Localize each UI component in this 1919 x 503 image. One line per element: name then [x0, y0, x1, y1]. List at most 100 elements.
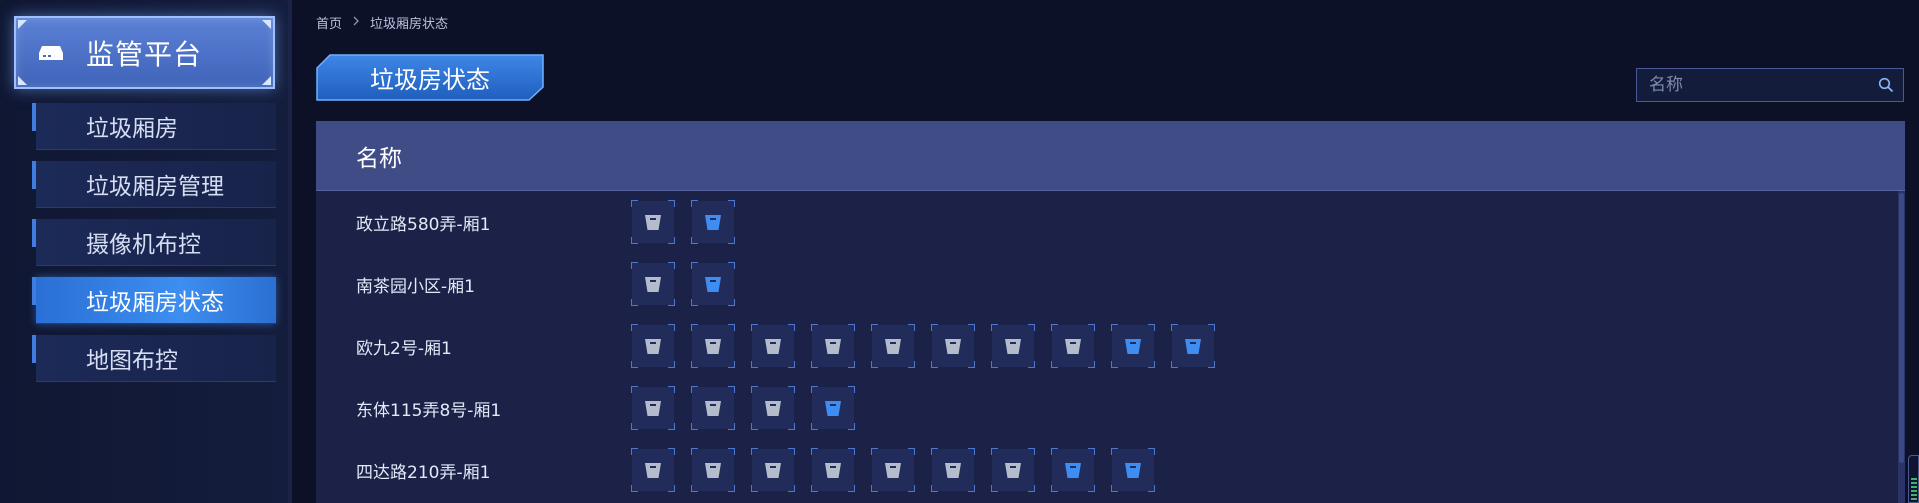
trash-bin-icon: [703, 336, 723, 356]
bin-corner-marker: [1148, 448, 1155, 455]
row-bins: [631, 262, 735, 306]
bin-status-button[interactable]: [751, 448, 795, 492]
bin-status-button[interactable]: [811, 324, 855, 368]
status-table: 名称 政立路580弄-厢1 南茶园小区-厢1 欧九2号-厢1 东体115弄8号-厢1 四…: [316, 121, 1905, 503]
row-name: 欧九2号-厢1: [356, 338, 452, 359]
bin-status-button[interactable]: [631, 448, 675, 492]
bin-status-button[interactable]: [631, 386, 675, 430]
bin-corner-marker: [1088, 361, 1095, 368]
bin-corner-marker: [1111, 361, 1118, 368]
bin-status-button[interactable]: [1051, 324, 1095, 368]
table-row: 东体115弄8号-厢1: [316, 377, 1905, 439]
bin-status-button[interactable]: [631, 324, 675, 368]
bin-corner-marker: [691, 423, 698, 430]
bin-corner-marker: [848, 361, 855, 368]
bin-corner-marker: [1051, 448, 1058, 455]
trash-bin-icon: [1183, 336, 1203, 356]
search-icon[interactable]: [1873, 72, 1899, 98]
bin-corner-marker: [631, 423, 638, 430]
bin-corner-marker: [1171, 324, 1178, 331]
page-title-tab-shape: [316, 54, 544, 101]
row-bins: [631, 200, 735, 244]
bin-corner-marker: [811, 361, 818, 368]
bin-status-button[interactable]: [811, 448, 855, 492]
table-scrollbar[interactable]: [1898, 191, 1905, 503]
bin-corner-marker: [1171, 361, 1178, 368]
row-bins: [631, 324, 1215, 368]
bin-status-button[interactable]: [871, 448, 915, 492]
bin-status-button[interactable]: [991, 448, 1035, 492]
table-header: 名称: [316, 121, 1905, 191]
sidebar-item-4[interactable]: 地图布控: [32, 335, 276, 382]
column-header-name: 名称: [356, 145, 402, 172]
sidebar-item-0[interactable]: 垃圾厢房: [32, 103, 276, 150]
bin-corner-marker: [1088, 324, 1095, 331]
bin-corner-marker: [788, 485, 795, 492]
bin-status-button[interactable]: [871, 324, 915, 368]
bin-corner-marker: [1111, 485, 1118, 492]
bin-corner-marker: [811, 423, 818, 430]
row-name: 南茶园小区-厢1: [356, 276, 475, 297]
bin-corner-marker: [1051, 324, 1058, 331]
bin-status-button[interactable]: [751, 386, 795, 430]
sidebar-item-3[interactable]: 垃圾厢房状态: [32, 277, 276, 324]
bin-corner-marker: [1208, 324, 1215, 331]
breadcrumb-home[interactable]: 首页: [316, 17, 343, 32]
trash-bin-icon: [703, 460, 723, 480]
trash-bin-icon: [1063, 460, 1083, 480]
bin-corner-marker: [1111, 324, 1118, 331]
bin-corner-marker: [968, 448, 975, 455]
bin-corner-marker: [668, 299, 675, 306]
bin-corner-marker: [1148, 324, 1155, 331]
bin-status-button[interactable]: [631, 262, 675, 306]
bin-status-button[interactable]: [691, 386, 735, 430]
bin-corner-marker: [968, 485, 975, 492]
bin-status-button[interactable]: [931, 324, 975, 368]
bin-corner-marker: [1028, 361, 1035, 368]
bin-status-button[interactable]: [691, 200, 735, 244]
bin-corner-marker: [931, 324, 938, 331]
chevron-right-icon: [352, 15, 360, 30]
bin-corner-marker: [811, 324, 818, 331]
bin-status-button[interactable]: [1051, 448, 1095, 492]
bin-status-button[interactable]: [691, 262, 735, 306]
breadcrumb-current: 垃圾厢房状态: [370, 17, 449, 32]
bin-corner-marker: [871, 448, 878, 455]
bin-status-button[interactable]: [691, 448, 735, 492]
bin-corner-marker: [1088, 448, 1095, 455]
bin-status-button[interactable]: [931, 448, 975, 492]
bin-status-button[interactable]: [751, 324, 795, 368]
trash-bin-icon: [1003, 460, 1023, 480]
bin-corner-marker: [788, 423, 795, 430]
bin-corner-marker: [1051, 361, 1058, 368]
trash-bin-icon: [823, 336, 843, 356]
sidebar: 监管平台 垃圾厢房垃圾厢房管理摄像机布控垃圾厢房状态 地图布控: [0, 0, 292, 503]
row-name: 四达路210弄-厢1: [356, 462, 491, 483]
bin-corner-marker: [728, 386, 735, 393]
bin-status-button[interactable]: [991, 324, 1035, 368]
bin-corner-marker: [728, 485, 735, 492]
search-box: [1636, 68, 1904, 102]
bin-status-button[interactable]: [1171, 324, 1215, 368]
bin-corner-marker: [848, 386, 855, 393]
bin-corner-marker: [848, 324, 855, 331]
brand-corner-top-left: [18, 20, 27, 29]
trash-bin-icon: [823, 398, 843, 418]
bin-corner-marker: [691, 324, 698, 331]
table-scrollbar-thumb[interactable]: [1899, 193, 1904, 463]
bin-status-button[interactable]: [691, 324, 735, 368]
bin-status-button[interactable]: [631, 200, 675, 244]
sidebar-nav: 垃圾厢房垃圾厢房管理摄像机布控垃圾厢房状态 地图布控: [32, 103, 276, 393]
bin-status-button[interactable]: [1111, 448, 1155, 492]
brand-banner: 监管平台: [14, 16, 275, 89]
bin-status-button[interactable]: [1111, 324, 1155, 368]
bin-corner-marker: [1028, 448, 1035, 455]
search-input[interactable]: [1637, 69, 1873, 101]
breadcrumb: 首页 垃圾厢房状态: [316, 13, 448, 32]
sidebar-item-2[interactable]: 摄像机布控: [32, 219, 276, 266]
sidebar-item-label: 摄像机布控: [86, 232, 201, 258]
sidebar-item-1[interactable]: 垃圾厢房管理: [32, 161, 276, 208]
brand-title: 监管平台: [86, 37, 203, 71]
bin-status-button[interactable]: [811, 386, 855, 430]
bin-corner-marker: [668, 324, 675, 331]
